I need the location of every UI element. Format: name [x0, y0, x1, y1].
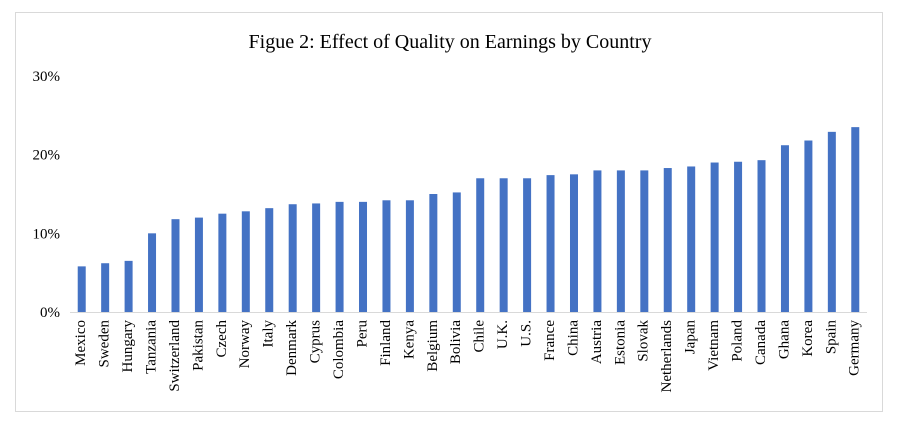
x-tick-label: Bolivia: [448, 320, 464, 365]
bar-peru: [359, 201, 368, 312]
y-axis-ticks: 0% 10% 20% 30%: [33, 69, 61, 321]
bar-pakistan: [194, 217, 203, 312]
x-tick-label: Kenya: [401, 320, 417, 359]
x-tick-label: Czech: [214, 320, 230, 358]
bar-france: [546, 175, 555, 312]
x-tick-label: Belgium: [425, 320, 441, 372]
x-tick-label: Netherlands: [659, 320, 675, 393]
x-tick-label: U.K.: [495, 320, 511, 349]
x-axis-labels: Mexico Sweden Hungary Tanzania Switzerland Pa…: [73, 320, 863, 393]
x-tick-label: Tanzania: [143, 320, 159, 374]
x-tick-label: France: [542, 320, 558, 361]
x-tick-label: Japan: [683, 320, 699, 355]
x-tick-label: Hungary: [120, 320, 136, 373]
bar-cyprus: [312, 203, 321, 312]
bar-slovak: [640, 170, 649, 312]
bar-poland: [734, 161, 743, 312]
bar-chile: [476, 178, 485, 312]
x-tick-label: Spain: [823, 320, 839, 355]
y-tick-label: 0%: [40, 305, 60, 321]
x-tick-label: Colombia: [331, 320, 347, 380]
x-tick-label: Ghana: [776, 320, 792, 359]
bar-u-s: [523, 178, 532, 312]
bar-canada: [757, 160, 766, 312]
bar-u-k: [499, 178, 508, 312]
x-tick-label: Poland: [730, 320, 746, 362]
bar-china: [569, 174, 578, 312]
bar-italy: [265, 208, 274, 312]
y-tick-label: 30%: [33, 69, 61, 85]
x-tick-label: U.S.: [519, 320, 535, 347]
x-tick-label: Peru: [354, 320, 370, 348]
bar-korea: [804, 140, 813, 312]
x-tick-label: Denmark: [284, 320, 300, 376]
bar-austria: [593, 170, 602, 312]
bar-norway: [241, 211, 250, 312]
bar-netherlands: [663, 168, 672, 312]
bar-spain: [827, 131, 836, 312]
bar-germany: [851, 127, 860, 312]
bar-switzerland: [171, 219, 180, 312]
x-tick-label: China: [565, 320, 581, 356]
x-tick-label: Slovak: [636, 320, 652, 362]
bar-belgium: [429, 194, 438, 312]
bar-estonia: [616, 170, 625, 312]
x-tick-label: Germany: [847, 320, 863, 376]
bar-bolivia: [452, 192, 461, 312]
x-tick-label: Italy: [261, 320, 277, 348]
y-tick-label: 10%: [33, 226, 61, 242]
x-tick-label: Estonia: [612, 320, 628, 365]
x-tick-label: Cyprus: [308, 320, 324, 364]
chart-title: Figue 2: Effect of Quality on Earnings b…: [249, 31, 652, 53]
x-tick-label: Vietnam: [706, 320, 722, 371]
x-tick-label: Chile: [472, 320, 488, 353]
bar-sweden: [101, 263, 110, 312]
bar-tanzania: [148, 233, 157, 312]
x-tick-label: Sweden: [97, 320, 113, 368]
bar-hungary: [124, 260, 133, 312]
x-tick-label: Norway: [237, 320, 253, 369]
bar-colombia: [335, 201, 344, 312]
x-tick-label: Mexico: [73, 320, 89, 366]
bar-finland: [382, 200, 391, 312]
bar-japan: [687, 166, 696, 312]
x-tick-label: Austria: [589, 320, 605, 365]
bar-kenya: [405, 200, 414, 312]
x-tick-label: Pakistan: [190, 320, 206, 371]
y-tick-label: 20%: [33, 148, 61, 164]
x-tick-label: Switzerland: [167, 320, 183, 392]
x-tick-label: Canada: [753, 320, 769, 365]
bar-vietnam: [710, 162, 719, 312]
x-tick-label: Korea: [800, 320, 816, 357]
bar-mexico: [77, 266, 86, 312]
x-tick-label: Finland: [378, 320, 394, 366]
bars: [77, 127, 860, 312]
bar-ghana: [780, 145, 789, 312]
bar-denmark: [288, 204, 297, 312]
bar-czech: [218, 213, 227, 312]
